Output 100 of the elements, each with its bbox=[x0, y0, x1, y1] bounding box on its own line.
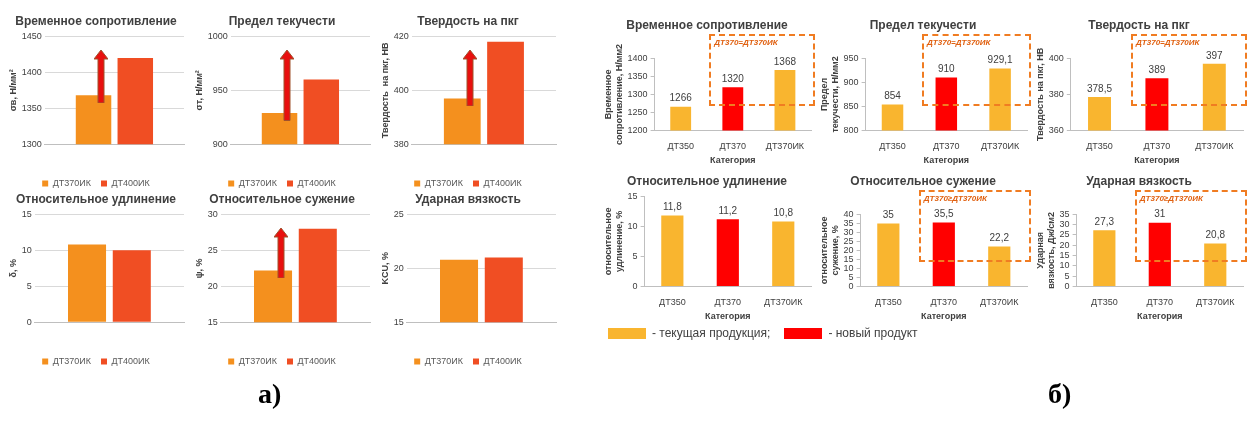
chart-title: Относительное удлинение bbox=[626, 173, 788, 188]
bar bbox=[661, 215, 684, 286]
chart-title: Предел текучести bbox=[869, 17, 977, 32]
y-tick-label: 1200 bbox=[627, 124, 648, 135]
y-axis-title: δ, % bbox=[7, 259, 18, 278]
y-axis-title: Твердость на пкг, НВ bbox=[1034, 47, 1045, 142]
y-tick-label: 15 bbox=[843, 253, 854, 264]
data-label: 20,8 bbox=[1205, 229, 1226, 241]
y-tick-label: 10 bbox=[1059, 260, 1070, 271]
x-axis-title: Категория bbox=[921, 311, 967, 322]
x-axis-title: Категория bbox=[1137, 311, 1183, 322]
y-tick-label: 20 bbox=[843, 244, 854, 255]
y-tick-label: 10 bbox=[627, 220, 638, 231]
legend-label: ДТ400ИК bbox=[111, 177, 151, 188]
text: ДТ370=ДТ370ИК bbox=[714, 38, 778, 48]
y-tick-label: 5 bbox=[848, 271, 854, 282]
y-tick-label: 800 bbox=[843, 124, 859, 135]
y-axis-title: Предел текучести, Н/мм2 bbox=[818, 56, 840, 133]
y-tick-label: 5 bbox=[632, 250, 638, 261]
x-axis-title: Категория bbox=[923, 155, 970, 166]
x-tick-label: ДТ350 bbox=[879, 141, 906, 152]
y-tick-label: 10 bbox=[843, 262, 854, 273]
y-tick-label: 0 bbox=[26, 316, 32, 327]
x-tick-label: ДТ370ИК bbox=[980, 141, 1021, 152]
y-tick-label: 25 bbox=[843, 235, 854, 246]
data-label: 378,5 bbox=[1087, 82, 1113, 94]
bar bbox=[716, 219, 739, 286]
bar bbox=[1148, 222, 1171, 286]
chart-title: Твердость на пкг bbox=[1088, 17, 1190, 32]
y-tick-label: 20 bbox=[207, 280, 218, 291]
chart-title: Предел текучести bbox=[228, 13, 336, 28]
y-axis-title: σв, Н/мм² bbox=[7, 69, 18, 112]
chart-title: Ударная вязкость bbox=[415, 191, 521, 206]
data-label: 11,2 bbox=[718, 204, 738, 216]
y-tick-label: 10 bbox=[21, 244, 32, 255]
x-tick-label: ДТ370ИК bbox=[764, 297, 804, 308]
legend-label: ДТ400ИК bbox=[297, 355, 337, 366]
bar bbox=[1093, 230, 1116, 286]
chart-title: Твердость на пкг bbox=[417, 13, 519, 28]
x-tick-label: ДТ370ИК bbox=[765, 141, 805, 152]
y-tick-label: 15 bbox=[627, 190, 638, 201]
text: б) bbox=[1048, 378, 1072, 410]
x-tick-label: ДТ370 bbox=[714, 297, 742, 308]
data-label: 35 bbox=[882, 209, 895, 221]
y-tick-label: 30 bbox=[207, 208, 218, 219]
text: ДТ370≥ДТ370ИК bbox=[923, 194, 987, 204]
y-tick-label: 380 bbox=[1048, 88, 1064, 99]
x-tick-label: ДТ370ИК bbox=[1195, 141, 1235, 152]
legend-label: ДТ370ИК bbox=[238, 177, 278, 188]
y-tick-label: 20 bbox=[393, 262, 404, 273]
y-tick-label: 5 bbox=[1064, 270, 1070, 281]
data-label: 389 bbox=[1148, 63, 1166, 75]
data-label: 11,8 bbox=[662, 201, 683, 213]
y-axis-title: Временное сопротивление, Н/мм2 bbox=[602, 43, 624, 145]
x-tick-label: ДТ370ИК bbox=[1196, 297, 1236, 308]
y-tick-label: 1350 bbox=[21, 102, 42, 113]
y-tick-label: 0 bbox=[1064, 280, 1070, 291]
y-tick-label: 400 bbox=[393, 84, 409, 95]
legend-label: ДТ370ИК bbox=[52, 177, 92, 188]
legend-label: ДТ370ИК bbox=[424, 177, 464, 188]
x-tick-label: ДТ350 bbox=[1086, 141, 1113, 152]
x-axis-title: Категория bbox=[1134, 155, 1180, 166]
y-tick-label: 0 bbox=[848, 280, 854, 291]
y-tick-label: 25 bbox=[207, 244, 218, 255]
y-tick-label: 420 bbox=[393, 30, 409, 41]
data-label: 22,2 bbox=[989, 232, 1010, 244]
chart-title: Относительное сужение bbox=[850, 173, 997, 188]
x-tick-label: ДТ350 bbox=[659, 297, 686, 308]
y-tick-label: 15 bbox=[207, 316, 218, 327]
x-tick-label: ДТ370 bbox=[1143, 141, 1171, 152]
y-tick-label: 1400 bbox=[627, 52, 648, 63]
y-tick-label: 1000 bbox=[207, 30, 228, 41]
y-tick-label: 360 bbox=[1048, 124, 1064, 135]
y-tick-label: 1400 bbox=[21, 66, 42, 77]
chart-title: Временное сопротивление bbox=[15, 13, 178, 28]
data-label: 31 bbox=[1154, 208, 1166, 220]
legend-label: ДТ400ИК bbox=[483, 355, 523, 366]
text: ДТ370=ДТ370ИК bbox=[927, 38, 991, 48]
y-tick-label: 400 bbox=[1048, 52, 1064, 63]
legend-label: ДТ400ИК bbox=[483, 177, 523, 188]
x-tick-label: ДТ370ИК bbox=[980, 297, 1020, 308]
chart-title: Ударная вязкость bbox=[1086, 173, 1192, 188]
y-tick-label: 900 bbox=[212, 138, 228, 149]
y-axis-title: ψ, % bbox=[193, 258, 204, 279]
bar bbox=[1204, 243, 1227, 286]
y-axis-title: KCU, % bbox=[379, 252, 390, 285]
data-label: 35,5 bbox=[934, 208, 954, 220]
x-tick-label: ДТ370 bbox=[1146, 297, 1174, 308]
text: а) bbox=[258, 378, 282, 410]
legend-label: - текущая продукция; bbox=[652, 326, 771, 340]
chart-title: Относительное сужение bbox=[209, 191, 356, 206]
y-axis-title: Ударная вязкость, Дж/см2 bbox=[1034, 211, 1056, 289]
x-tick-label: ДТ350 bbox=[875, 297, 902, 308]
y-axis-title: σт, Н/мм² bbox=[193, 70, 204, 111]
y-tick-label: 950 bbox=[212, 84, 228, 95]
legend-label: ДТ400ИК bbox=[297, 177, 337, 188]
data-label: 27,3 bbox=[1094, 215, 1115, 227]
data-label: 929,1 bbox=[987, 54, 1014, 66]
data-label: 1320 bbox=[721, 72, 745, 84]
y-tick-label: 950 bbox=[843, 52, 859, 63]
